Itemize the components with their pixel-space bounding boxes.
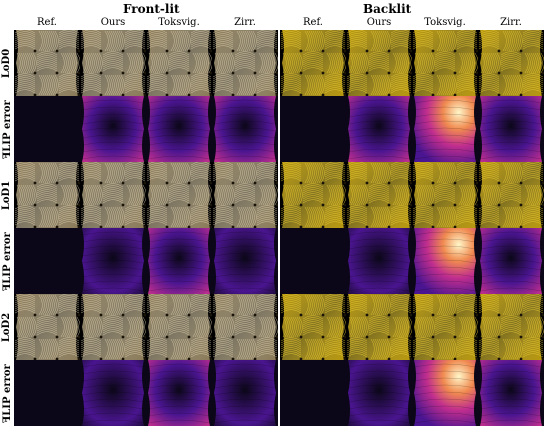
render-image [346, 162, 412, 228]
column-header-toksvig-front: Toksvig. [158, 17, 200, 28]
flip-error-map [346, 96, 412, 162]
row-label-lod2: LoD2 [0, 294, 14, 360]
flip-error-map [146, 96, 212, 162]
column-header-ref-front: Ref. [37, 17, 57, 28]
group-title-backlit: Backlit [363, 2, 412, 16]
flip-error-map [80, 228, 146, 294]
flip-error-map [14, 96, 80, 162]
render-image [280, 294, 346, 360]
column-header-ours-front: Ours [100, 17, 126, 28]
row-label-text: ꟻLIP error [1, 231, 13, 291]
render-image [80, 294, 146, 360]
render-image [212, 294, 278, 360]
column-header-zirr-back: Zirr. [500, 17, 522, 28]
row-label-lod1: LoD1 [0, 162, 14, 228]
row-label-flip-error: ꟻLIP error [0, 228, 14, 294]
render-image [146, 30, 212, 96]
flip-error-map [146, 228, 212, 294]
render-image [14, 294, 80, 360]
render-image [478, 30, 544, 96]
flip-error-map [212, 228, 278, 294]
render-image [212, 162, 278, 228]
row-label-flip-error: ꟻLIP error [0, 360, 14, 426]
flip-error-map [346, 360, 412, 426]
column-header-ref-back: Ref. [303, 17, 323, 28]
flip-error-map [280, 228, 346, 294]
row-label-text: LoD1 [1, 180, 13, 210]
render-image [346, 294, 412, 360]
flip-error-map [478, 96, 544, 162]
flip-error-map [346, 228, 412, 294]
flip-error-map [14, 228, 80, 294]
row-label-text: LoD2 [1, 312, 13, 342]
group-title-front-lit: Front-lit [123, 2, 180, 16]
render-image [146, 162, 212, 228]
flip-error-map [80, 360, 146, 426]
column-header-toksvig-back: Toksvig. [424, 17, 466, 28]
flip-error-map [412, 96, 478, 162]
render-image [146, 294, 212, 360]
column-header-zirr-front: Zirr. [234, 17, 256, 28]
render-image [412, 294, 478, 360]
render-image [280, 162, 346, 228]
render-image [280, 30, 346, 96]
render-image [212, 30, 278, 96]
render-image [346, 30, 412, 96]
flip-error-map [478, 360, 544, 426]
flip-error-map [280, 96, 346, 162]
render-image [80, 162, 146, 228]
render-image [80, 30, 146, 96]
flip-error-map [80, 96, 146, 162]
column-header-ours-back: Ours [366, 17, 392, 28]
flip-error-map [212, 360, 278, 426]
render-image [412, 162, 478, 228]
flip-error-map [14, 360, 80, 426]
render-image [478, 294, 544, 360]
row-label-flip-error: ꟻLIP error [0, 96, 14, 162]
flip-error-map [478, 228, 544, 294]
row-label-text: ꟻLIP error [1, 99, 13, 159]
flip-error-map [146, 360, 212, 426]
render-image [14, 162, 80, 228]
flip-error-map [212, 96, 278, 162]
render-image [412, 30, 478, 96]
row-label-text: ꟻLIP error [1, 363, 13, 423]
flip-error-map [280, 360, 346, 426]
row-label-lod0: LoD0 [0, 30, 14, 96]
row-label-text: LoD0 [1, 48, 13, 78]
flip-error-map [412, 228, 478, 294]
render-image [14, 30, 80, 96]
render-image [478, 162, 544, 228]
flip-error-map [412, 360, 478, 426]
